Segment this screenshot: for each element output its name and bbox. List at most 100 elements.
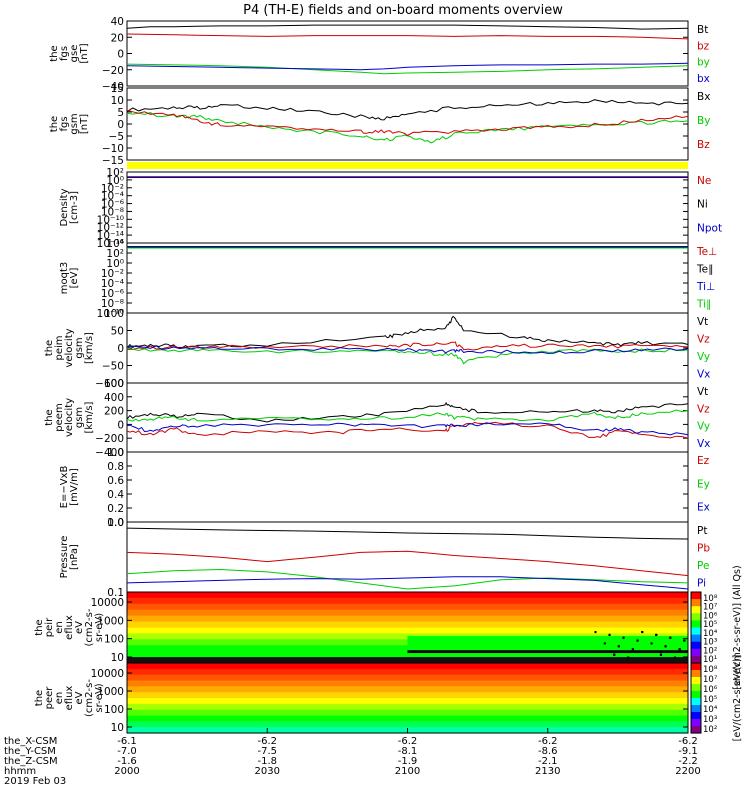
panel-pressure: 1.0 0.1 Pressure [nPa] Pt Pb Pe Pi [59, 517, 710, 599]
colorbar-tick-label: 10⁴ [703, 705, 718, 715]
legend-entry: Vy [697, 421, 710, 433]
spectrogram-band [127, 609, 688, 617]
y-tick-label: 10000 [91, 668, 124, 680]
y-axis-label: [cm-3] [69, 191, 80, 224]
spectrogram-speckle [669, 636, 672, 639]
colorbar-tick-label: 10⁴ [703, 629, 718, 639]
legend-entry: bx [697, 73, 710, 85]
colorbar-tick-label: 10⁸ [703, 594, 718, 604]
spectrogram-band [127, 692, 688, 699]
legend-entry: Vy [697, 351, 710, 363]
y-axis-label: [eV] [69, 268, 80, 289]
colorbar-segment [691, 719, 701, 727]
y-axis-label: peer [44, 686, 55, 710]
spectrogram-band [127, 657, 688, 664]
y-tick-label: 10⁻² [101, 183, 124, 195]
colorbar-segment [691, 726, 701, 734]
legend-entry: Ne [697, 175, 711, 187]
y-axis-label: [km/s] [84, 401, 95, 433]
y-tick-label: 0.1 [107, 587, 124, 599]
footer-value: -2.2 [678, 756, 698, 767]
colorbar-tick-label: 10⁷ [703, 603, 718, 613]
y-tick-label: 10⁻² [101, 268, 124, 280]
y-axis-label: [km/s] [84, 332, 95, 364]
y-tick-label: 0 [117, 119, 124, 131]
footer-value: 2130 [535, 766, 560, 777]
y-tick-label: 10⁴ [106, 238, 124, 250]
panel-peir_eflux: 10000 1000 100 10 the peir en eflux eV (cm2-s-sr-… [34, 565, 743, 689]
footer-value: -1.9 [398, 756, 418, 767]
y-tick-label: 100 [104, 308, 124, 320]
colorbar-tick-label: 10⁸ [703, 665, 718, 675]
y-tick-label: 10 [111, 652, 124, 664]
y-tick-label: 0 [117, 49, 124, 61]
panel-efield: 1.0 0.8 0.6 0.4 0.2 0.0 E=−VxB [mV/m] Ez Ey Ex [59, 447, 710, 529]
y-tick-label: −200 [95, 433, 124, 445]
y-tick-label: 10⁻¹⁴ [97, 230, 124, 242]
y-axis-label: gse [69, 45, 80, 63]
y-tick-label: 10⁻¹⁰ [97, 308, 124, 320]
y-tick-label: 1.0 [107, 517, 124, 529]
colorbar-tick-label: 10⁶ [703, 611, 718, 621]
footer-row-label: the_Z-CSM [4, 756, 58, 767]
legend-entry: Bt [697, 24, 708, 36]
legend-entry: Pi [697, 578, 706, 590]
legend-entry: Ti∥ [696, 299, 711, 311]
y-tick-label: 10⁰ [106, 175, 124, 187]
legend-entry: Vz [697, 334, 710, 346]
y-tick-label: 50 [111, 326, 124, 338]
y-tick-label: 1000 [97, 686, 124, 698]
panel-frame [126, 242, 689, 314]
spectrogram-speckle [617, 645, 620, 648]
y-tick-label: 0.0 [107, 517, 124, 529]
y-axis-label: sr-eV) [94, 683, 105, 712]
quality-flag-bar [127, 162, 688, 169]
colorbar-tick-label: 10³ [703, 715, 717, 725]
spectrogram-speckle [659, 653, 662, 656]
y-axis-label: Density [59, 188, 70, 226]
y-tick-label: 10⁻⁸ [101, 206, 124, 218]
y-axis-label: en [54, 621, 65, 634]
footer-value: -1.6 [117, 756, 137, 767]
y-tick-label: 0 [117, 343, 124, 355]
spectrogram-speckle [599, 650, 602, 653]
spectrogram-band [127, 592, 688, 599]
spectrogram-band [127, 621, 688, 629]
y-axis-label: [nT] [79, 114, 90, 134]
series-line-Vy [126, 409, 689, 422]
y-axis-label: (cm2-s- [84, 608, 95, 646]
y-tick-label: −20 [102, 65, 124, 77]
spectrogram-band [127, 680, 688, 687]
series-line-Pi [126, 576, 689, 590]
colorbar-segment [691, 670, 701, 678]
spectrogram-speckle [594, 631, 597, 634]
panel-density: 10²10⁰10⁻²10⁻⁴10⁻⁶10⁻⁸10⁻¹⁰10⁻¹²10⁻¹⁴10⁻… [59, 167, 722, 250]
y-tick-label: 10 [111, 722, 124, 734]
colorbar-label: [eV/(cm2-s-sr-eV)] (All Qs) [732, 565, 743, 689]
y-tick-label: 15 [111, 83, 124, 95]
y-tick-label: 400 [104, 392, 124, 404]
y-tick-label: −10 [102, 143, 124, 155]
footer-group: the_X-CSM -6.1 -6.2 -6.2 -6.2 -6.2 the_Y-CSM -7… [4, 728, 701, 787]
y-tick-label: 5 [117, 107, 124, 119]
y-axis-label: peim [54, 335, 65, 360]
y-axis-label: [mV/m] [69, 468, 80, 506]
panel-frame [126, 451, 689, 523]
spectrogram-speckle [631, 648, 634, 651]
footer-value: 2000 [114, 766, 139, 777]
colorbar-tick-label: 10⁵ [703, 620, 717, 630]
footer-value: -2.1 [538, 756, 558, 767]
legend-entry: Ey [697, 478, 710, 490]
series-line-Vt [126, 401, 689, 423]
y-tick-label: 20 [111, 32, 124, 44]
colorbar-segment [691, 663, 701, 671]
legend-entry: By [697, 115, 710, 127]
y-tick-label: 10⁻⁸ [101, 298, 124, 310]
legend-entry: Ez [697, 455, 710, 467]
y-axis-label: sr-eV) [94, 613, 105, 642]
y-tick-label: 100 [104, 704, 124, 716]
legend-entry: Pb [697, 543, 710, 555]
